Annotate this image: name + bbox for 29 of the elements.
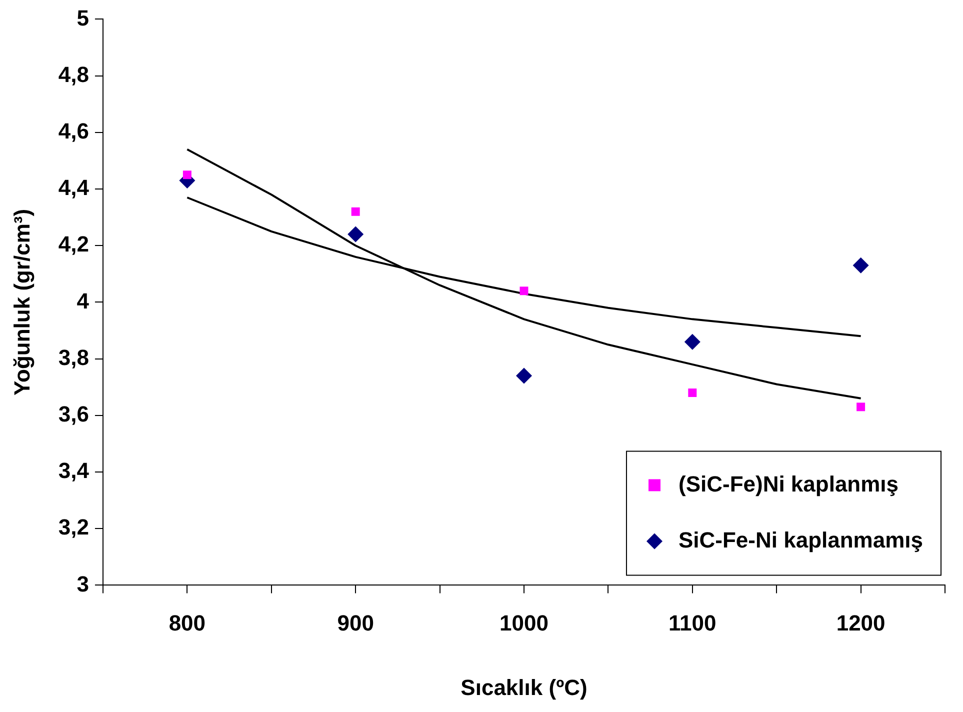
- y-tick-label: 3,8: [58, 344, 89, 370]
- y-tick-label: 5: [76, 5, 89, 30]
- point: [348, 226, 364, 242]
- y-tick-label: 3,6: [58, 401, 89, 426]
- x-tick-label: 1000: [500, 610, 548, 636]
- y-tick-label: 3: [76, 571, 89, 596]
- point: [684, 334, 700, 350]
- x-axis-title: Sıcaklık (ºC): [460, 674, 588, 700]
- y-axis-title: Yoğunluk (gr/cm³): [9, 208, 34, 396]
- point: [852, 257, 869, 274]
- x-tick-label: 900: [337, 610, 374, 636]
- point: [182, 170, 192, 180]
- point: [856, 402, 866, 412]
- y-tick-label: 4,4: [58, 175, 90, 200]
- point: [520, 286, 528, 296]
- y-tick-label: 4,8: [58, 62, 89, 87]
- y-tick-label: 4,6: [58, 118, 89, 144]
- legend-label: (SiC-Fe)Ni kaplanmış: [678, 471, 899, 496]
- point: [516, 368, 532, 384]
- x-tick-label: 1200: [836, 610, 886, 636]
- y-tick-label: 3,2: [58, 514, 89, 540]
- y-tick-label: 4,2: [58, 232, 89, 257]
- y-tick-label: 4: [76, 288, 90, 314]
- point: [351, 207, 360, 216]
- point: [688, 388, 697, 398]
- x-tick-label: 1100: [668, 610, 716, 636]
- y-tick-label: 3,4: [58, 458, 90, 484]
- x-tick-label: 800: [168, 610, 206, 636]
- legend-label: SiC-Fe-Ni kaplanmamış: [678, 527, 923, 552]
